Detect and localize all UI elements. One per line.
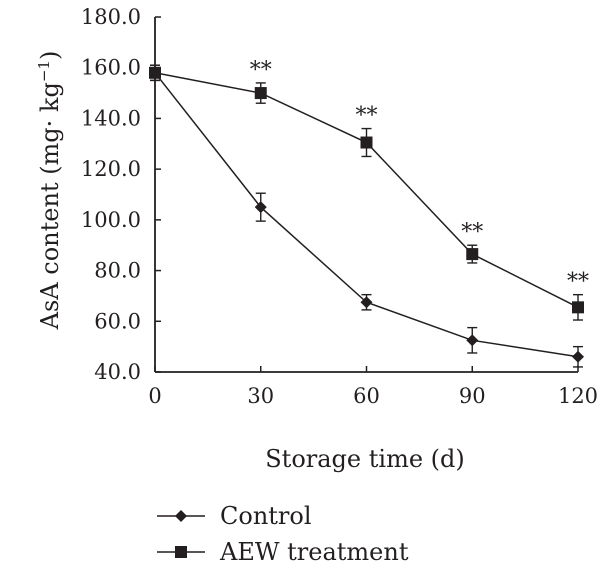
data-point [466, 334, 479, 347]
significance-marker: ** [567, 270, 589, 295]
significance-marker: ** [250, 58, 272, 83]
x-tick-label: 60 [353, 384, 380, 408]
axes [154, 17, 578, 373]
legend-label: Control [220, 502, 312, 530]
significance-marker: ** [356, 104, 378, 129]
series-2 [149, 64, 584, 321]
x-axis-title: Storage time (d) [265, 445, 465, 473]
y-axis-title-close: ) [36, 51, 64, 60]
x-tick-label: 90 [459, 384, 486, 408]
data-point [360, 136, 373, 149]
legend-item: Control [157, 502, 312, 530]
y-tick-label: 120.0 [81, 157, 141, 181]
significance-marker: ** [461, 220, 483, 245]
y-tick-label: 140.0 [81, 106, 141, 130]
y-tick-label: 60.0 [94, 309, 141, 333]
x-tick-label: 120 [558, 384, 598, 408]
y-axis-title-main: AsA content (mg· kg [36, 82, 64, 330]
y-axis-title: AsA content (mg· kg−1) [35, 51, 64, 331]
x-tick-label: 30 [247, 384, 274, 408]
x-tick-label: 0 [148, 384, 161, 408]
legend: Control AEW treatment [157, 502, 409, 566]
data-point [149, 66, 161, 79]
data-point [572, 350, 584, 363]
data-point [254, 201, 267, 214]
y-axis-title-group: AsA content (mg· kg−1) [35, 51, 64, 331]
legend-label: AEW treatment [219, 538, 409, 566]
y-axis-title-exponent: −1 [35, 60, 53, 82]
legend-marker [175, 546, 187, 558]
y-tick-label: 80.0 [94, 259, 141, 283]
ticks: 40.0 60.0 80.0 100.0 120.0 140.0 160.0 180.0 0 30… [81, 5, 598, 408]
y-tick-label: 160.0 [81, 56, 141, 80]
annotations-group: ** ** ** ** [250, 58, 589, 295]
data-point [572, 301, 584, 314]
series-group [149, 64, 584, 368]
data-point [360, 296, 373, 309]
y-tick-label: 100.0 [81, 208, 141, 232]
legend-item: AEW treatment [157, 538, 409, 566]
data-point [254, 87, 267, 100]
y-tick-label: 180.0 [81, 5, 141, 29]
legend-marker [175, 510, 187, 522]
data-point [466, 248, 479, 261]
y-tick-label: 40.0 [94, 360, 141, 384]
